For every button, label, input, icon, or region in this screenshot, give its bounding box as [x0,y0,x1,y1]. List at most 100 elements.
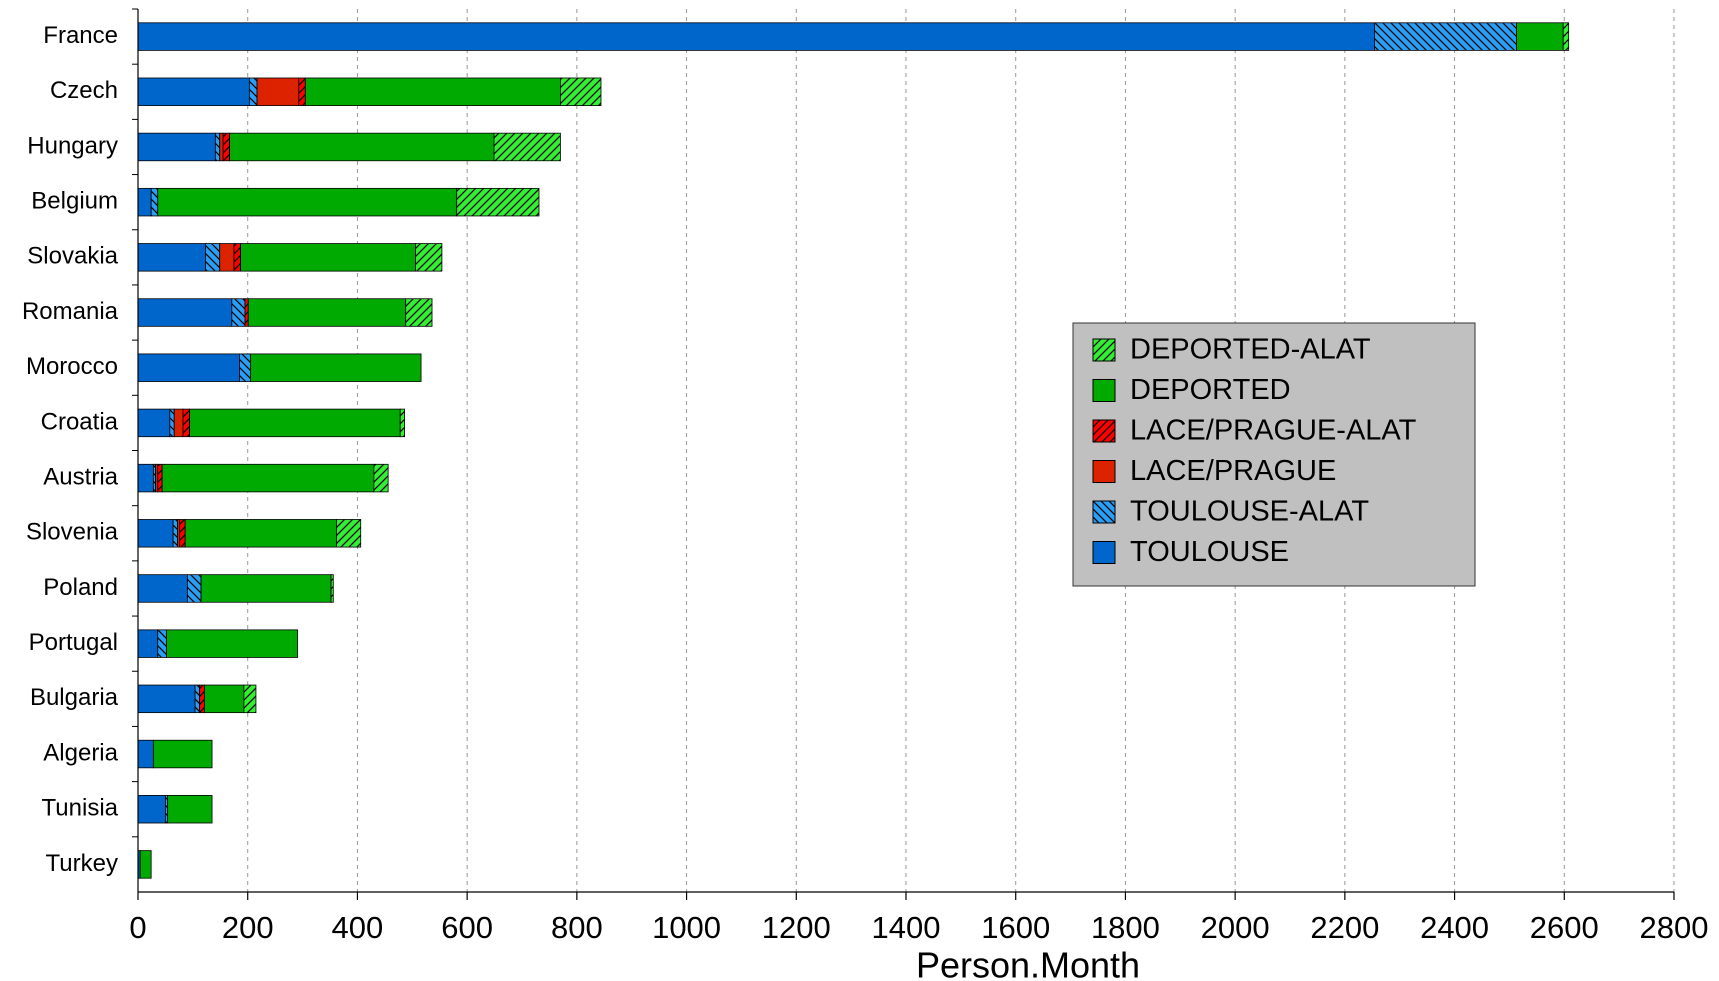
bar-segment [240,243,416,272]
bar-segment [179,519,186,548]
legend-label: DEPORTED [1130,374,1291,406]
y-tick-label: Algeria [43,739,118,766]
bar-segment [373,463,389,493]
y-tick-label: Slovakia [27,243,118,270]
bar-segment [330,574,334,603]
x-tick-label: 800 [551,910,603,945]
legend-swatch [1092,541,1116,564]
bar-segment [336,519,362,548]
bar-segment [219,132,224,162]
bar-segment [157,187,458,217]
bar-segment [137,77,250,106]
bar-segment [161,463,375,493]
bar-segment [173,408,184,438]
bar-segment [248,77,258,106]
bar-segment [222,132,231,162]
bar-segment [1516,22,1564,51]
x-tick-label: 2000 [1201,910,1270,945]
y-tick-label: Turkey [46,850,118,877]
bar-segment [137,629,159,658]
bar-segment [189,408,401,438]
bar-segment [137,353,240,382]
y-tick-label: Poland [43,574,118,601]
legend-swatch [1092,500,1116,524]
legend-swatch [1092,460,1116,483]
x-tick-label: 600 [441,910,493,945]
bar-segment [186,574,202,603]
bar-segment [214,132,221,162]
x-tick-label: 400 [332,910,384,945]
bar-segment [184,519,337,548]
bar-segment [298,77,306,106]
legend-swatch [1092,419,1116,443]
y-tick-label: Bulgaria [30,684,119,711]
bar-segment [304,77,561,106]
bar-segment [137,187,152,217]
bar-segment [137,463,154,493]
bar-segment [137,684,196,714]
bar-segment [137,795,166,824]
bar-segment [456,187,540,217]
bar-segment [231,298,246,327]
legend-label: TOULOUSE-ALAT [1130,496,1369,528]
bar-segment [399,408,406,438]
bar-segment [560,77,602,106]
bar-segment [405,298,433,327]
y-tick-label: Croatia [41,408,119,435]
bar-segment [137,519,174,548]
x-axis-title: Person.Month [916,945,1140,981]
bar-segment [256,77,300,106]
x-tick-label: 2800 [1640,910,1709,945]
x-tick-label: 1600 [981,910,1050,945]
bar-segment [137,574,188,603]
x-tick-label: 2600 [1530,910,1599,945]
y-tick-label: Slovenia [26,519,119,546]
x-tick-label: 200 [222,910,274,945]
bar-segment [243,684,257,714]
x-tick-label: 1000 [652,910,721,945]
y-tick-label: Romania [22,298,119,325]
y-tick-label: Tunisia [42,795,119,822]
bar-segment [137,243,206,272]
x-tick-label: 1800 [1091,910,1160,945]
bar-segment [194,684,200,714]
y-tick-label: Hungary [27,132,118,159]
bar-segment [137,22,1375,51]
bar-segment [247,298,407,327]
x-tick-label: 1200 [762,910,831,945]
bar-segment [493,132,561,162]
legend-label: LACE/PRAGUE [1130,455,1336,487]
y-tick-label: Portugal [29,629,118,656]
legend-label: TOULOUSE [1130,536,1289,568]
bar-segment [182,408,190,438]
y-tick-label: Austria [43,463,118,490]
bar-segment [239,353,251,382]
bar-segment [166,629,299,658]
legend-box [1072,322,1476,587]
bar-segment [137,408,171,438]
legend-label: DEPORTED-ALAT [1130,334,1371,366]
x-tick-label: 2400 [1420,910,1489,945]
bar-segment [229,132,495,162]
x-tick-label: 1400 [872,910,941,945]
bar-segment [233,243,241,272]
y-tick-label: Morocco [26,353,118,380]
legend-swatch [1092,338,1116,362]
bar-segment [415,243,443,272]
bar-segment [219,243,235,272]
bar-segment [137,739,154,769]
y-tick-label: Czech [50,77,118,104]
bar-segment [152,739,213,769]
bar-segment [137,132,216,162]
bar-segment [1374,22,1517,51]
bar-segment [250,353,422,382]
bar-segment [137,298,233,327]
bar-segment [150,187,159,217]
x-tick-label: 2200 [1310,910,1379,945]
bar-segment [244,298,249,327]
y-tick-label: France [43,22,118,49]
bar-segment [139,850,152,879]
legend-swatch [1092,379,1116,402]
bar-segment [1562,22,1570,51]
